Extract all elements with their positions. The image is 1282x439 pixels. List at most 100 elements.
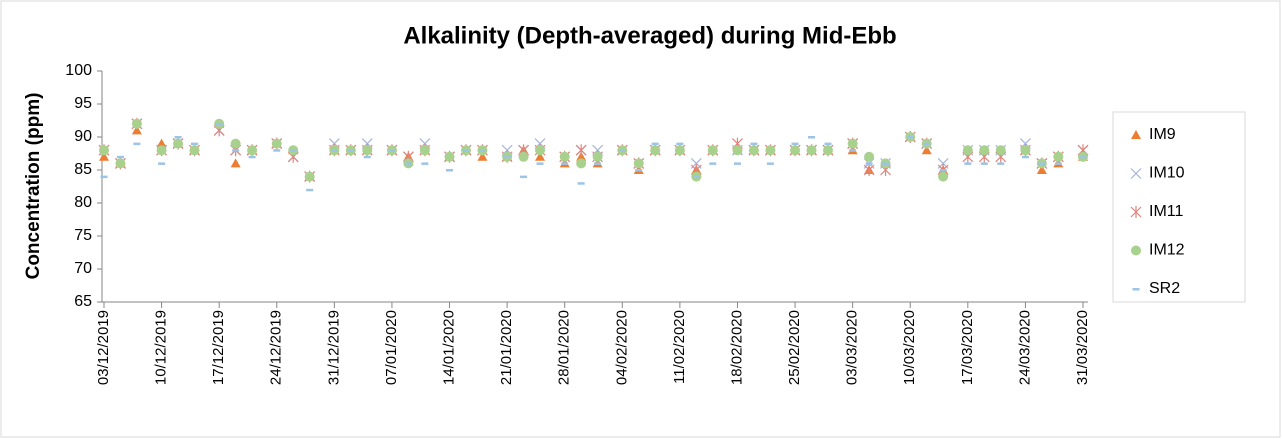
- x-tick-label: 04/02/2020: [613, 310, 630, 385]
- marker-dash: [618, 149, 626, 152]
- marker-dash: [133, 142, 141, 146]
- marker-dash: [1038, 162, 1046, 165]
- x-tick-label: 14/01/2020: [440, 310, 457, 385]
- marker-dash: [1079, 155, 1087, 159]
- marker-dash: [388, 149, 396, 152]
- marker-circle: [156, 145, 167, 156]
- marker-triangle: [131, 125, 142, 135]
- marker-circle: [765, 145, 776, 156]
- marker-dash: [750, 142, 758, 146]
- marker-star: [1130, 206, 1142, 218]
- marker-dash: [882, 162, 890, 165]
- marker-circle: [247, 145, 258, 156]
- marker-dash: [676, 142, 684, 146]
- marker-circle: [1020, 145, 1031, 156]
- marker-circle: [230, 138, 241, 149]
- x-tick-label: 31/03/2020: [1074, 310, 1091, 385]
- marker-dash: [404, 162, 412, 165]
- chart-title: Alkalinity (Depth-averaged) during Mid-E…: [403, 22, 896, 49]
- marker-circle: [99, 145, 109, 156]
- legend-label: IM9: [1149, 126, 1176, 143]
- marker-circle: [1131, 245, 1141, 256]
- marker-circle: [962, 145, 973, 156]
- marker-circle: [576, 158, 587, 169]
- y-axis-label: Concentration (ppm): [23, 93, 44, 280]
- legend-label: IM11: [1149, 203, 1183, 220]
- marker-dash: [520, 175, 528, 179]
- marker-dash: [289, 149, 297, 152]
- x-tick-label: 10/12/2019: [153, 310, 170, 385]
- marker-circle: [559, 151, 570, 162]
- marker-circle: [271, 138, 282, 149]
- marker-circle: [115, 158, 126, 169]
- marker-circle: [633, 158, 644, 169]
- marker-dash: [766, 162, 774, 165]
- marker-circle: [806, 145, 817, 156]
- marker-circle: [362, 145, 373, 156]
- x-tick-label: 21/01/2020: [498, 310, 515, 385]
- x-tick-label: 28/01/2020: [556, 310, 573, 385]
- marker-dash: [190, 142, 198, 146]
- marker-circle: [1053, 151, 1064, 162]
- marker-circle: [864, 151, 875, 162]
- marker-circle: [650, 145, 661, 156]
- marker-dash: [1132, 288, 1140, 291]
- y-tick-label: 75: [74, 227, 92, 244]
- marker-dash: [306, 188, 314, 192]
- marker-dash: [594, 162, 602, 165]
- marker-dash: [478, 149, 486, 152]
- y-tick-label: 65: [74, 293, 92, 310]
- marker-triangle: [1036, 165, 1047, 174]
- x-tick-label: 17/12/2019: [210, 310, 227, 385]
- marker-dash: [651, 142, 659, 146]
- x-tick-label: 31/12/2019: [325, 310, 342, 385]
- marker-dash: [174, 136, 182, 139]
- marker-dash: [791, 142, 799, 146]
- x-tick-label: 18/02/2020: [728, 310, 745, 385]
- marker-circle: [938, 171, 949, 182]
- legend-label: SR2: [1149, 280, 1180, 297]
- y-tick-label: 95: [74, 95, 92, 112]
- marker-circle: [995, 145, 1006, 156]
- marker-dash: [561, 162, 569, 165]
- marker-triangle: [576, 151, 587, 161]
- marker-circle: [674, 145, 685, 156]
- y-tick-label: 90: [74, 128, 92, 145]
- y-tick-label: 85: [74, 161, 92, 178]
- marker-dash: [906, 136, 914, 139]
- y-tick-label: 100: [65, 62, 92, 79]
- x-tick-label: 03/12/2019: [95, 310, 112, 385]
- marker-star: [863, 164, 875, 176]
- marker-circle: [592, 151, 603, 162]
- x-tick-label: 17/03/2020: [959, 310, 976, 385]
- marker-circle: [131, 118, 142, 129]
- marker-dash: [116, 155, 124, 159]
- marker-dash: [503, 155, 511, 159]
- marker-circle: [748, 145, 759, 156]
- marker-circle: [444, 151, 455, 162]
- marker-dash: [273, 149, 281, 152]
- marker-dash: [462, 149, 470, 152]
- marker-triangle: [230, 158, 241, 168]
- marker-circle: [419, 145, 430, 156]
- x-tick-label: 03/03/2020: [844, 310, 861, 385]
- x-tick-label: 24/12/2019: [268, 310, 285, 385]
- marker-circle: [790, 145, 801, 156]
- marker-circle: [535, 145, 546, 156]
- marker-dash: [808, 136, 816, 139]
- marker-dash: [733, 162, 741, 165]
- marker-dash: [536, 162, 544, 165]
- marker-dash: [232, 149, 240, 152]
- marker-dash: [363, 155, 371, 159]
- marker-dash: [446, 169, 454, 172]
- marker-triangle: [1131, 130, 1141, 139]
- x-tick-label: 24/03/2020: [1016, 310, 1033, 385]
- marker-triangle: [921, 145, 932, 155]
- marker-dash: [330, 149, 338, 152]
- marker-triangle: [535, 151, 546, 161]
- marker-triangle: [99, 151, 109, 161]
- marker-dash: [215, 122, 223, 126]
- marker-triangle: [477, 151, 488, 161]
- marker-circle: [847, 138, 858, 149]
